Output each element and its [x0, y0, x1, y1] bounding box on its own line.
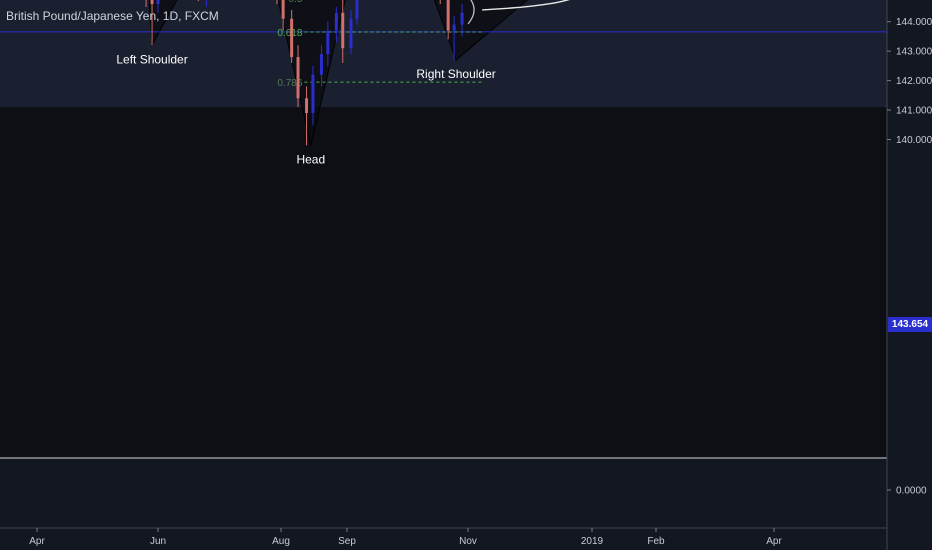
- candle-body: [355, 0, 359, 19]
- current-price-label: 143.654: [888, 317, 932, 332]
- x-axis-tick-label: Nov: [459, 536, 477, 547]
- candle-body: [452, 24, 456, 31]
- pattern-annotation: Right Shoulder: [416, 67, 495, 81]
- candle-body: [319, 54, 323, 75]
- x-axis-tick-label: Apr: [766, 536, 782, 547]
- candle-body: [150, 0, 154, 5]
- y-axis-tick-label: 141.000: [896, 106, 932, 117]
- x-axis-tick-label: Apr: [29, 536, 45, 547]
- candle-body: [349, 18, 353, 49]
- y-axis-tick-label: 142.000: [896, 76, 932, 87]
- candle-body: [311, 74, 315, 113]
- x-axis-tick-label: Jun: [150, 536, 166, 547]
- candle-body: [290, 18, 294, 58]
- candle-body: [334, 12, 338, 31]
- y-axis-tick-label: 143.000: [896, 47, 932, 58]
- projection-path: [482, 0, 570, 11]
- y-axis-tick-label: 144.000: [896, 17, 932, 28]
- pattern-annotation: Head: [296, 152, 325, 166]
- head-shoulders-pattern: [148, 0, 529, 146]
- fib-level-label: 0.618: [277, 28, 302, 39]
- x-axis-tick-label: 2019: [581, 536, 604, 547]
- bracket-marker: [467, 0, 475, 25]
- x-axis-tick-label: Sep: [338, 536, 356, 547]
- indicator-axis-label: 0.0000: [896, 486, 927, 497]
- candle-body: [296, 57, 300, 99]
- chart-title: British Pound/Japanese Yen, 1D, FXCM: [6, 9, 219, 23]
- x-axis-tick-label: Aug: [272, 536, 290, 547]
- candle-body: [281, 0, 285, 19]
- candle-body: [326, 30, 330, 55]
- x-axis-tick-label: Feb: [647, 536, 665, 547]
- fib-level-label: 0.786: [277, 78, 302, 89]
- fib-level-label: 0.5: [289, 0, 303, 5]
- candle-body: [156, 0, 160, 5]
- y-axis-tick-label: 140.000: [896, 135, 932, 146]
- candle-body: [305, 98, 309, 113]
- candle-body: [446, 0, 450, 31]
- candle-body: [341, 12, 345, 49]
- candle-body: [460, 12, 464, 25]
- bottom-dark-zone: [0, 107, 887, 458]
- pattern-annotation: Left Shoulder: [116, 52, 187, 66]
